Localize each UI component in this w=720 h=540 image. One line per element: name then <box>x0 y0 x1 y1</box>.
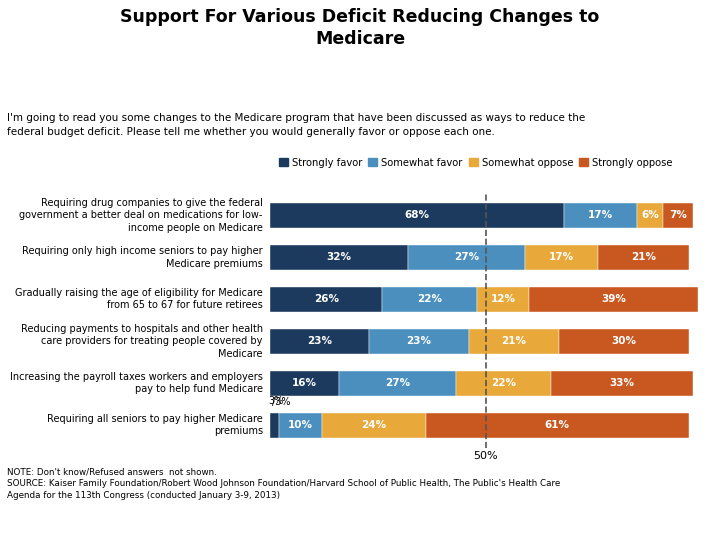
Bar <box>469 329 559 354</box>
Text: 24%: 24% <box>361 420 386 430</box>
Text: 30%: 30% <box>612 336 636 346</box>
Text: /3%: /3% <box>272 397 291 407</box>
Text: 10%: 10% <box>288 420 312 430</box>
Bar <box>270 245 408 270</box>
Text: THE
HENRY J.
KAISER
FAMILY
FOUNDATION: THE HENRY J. KAISER FAMILY FOUNDATION <box>608 491 654 521</box>
Text: Requiring all seniors to pay higher Medicare
premiums: Requiring all seniors to pay higher Medi… <box>47 414 263 436</box>
Text: 32%: 32% <box>327 252 351 262</box>
Text: 23%: 23% <box>307 336 332 346</box>
Text: Increasing the payroll taxes workers and employers
pay to help fund Medicare: Increasing the payroll taxes workers and… <box>10 372 263 394</box>
Bar <box>369 329 469 354</box>
Text: 22%: 22% <box>491 378 516 388</box>
Text: 6%: 6% <box>642 211 659 220</box>
Text: 3%: 3% <box>268 396 283 406</box>
Bar <box>270 413 279 438</box>
Bar <box>564 203 637 228</box>
Text: 23%: 23% <box>407 336 431 346</box>
Text: 17%: 17% <box>588 211 613 220</box>
Bar <box>270 370 339 396</box>
Bar <box>551 370 693 396</box>
Bar <box>408 245 525 270</box>
Text: 12%: 12% <box>491 294 516 304</box>
Bar <box>559 329 689 354</box>
Bar <box>339 370 456 396</box>
Bar <box>663 203 693 228</box>
Text: 39%: 39% <box>601 294 626 304</box>
Bar <box>477 287 529 312</box>
Bar <box>270 329 369 354</box>
Text: Support For Various Deficit Reducing Changes to
Medicare: Support For Various Deficit Reducing Cha… <box>120 8 600 48</box>
Bar <box>637 203 663 228</box>
Bar <box>279 413 322 438</box>
Bar <box>382 287 477 312</box>
Bar <box>456 370 551 396</box>
Text: 68%: 68% <box>405 211 429 220</box>
Bar <box>525 245 598 270</box>
Text: Gradually raising the age of eligibility for Medicare
from 65 to 67 for future r: Gradually raising the age of eligibility… <box>15 288 263 310</box>
Text: Requiring only high income seniors to pay higher
Medicare premiums: Requiring only high income seniors to pa… <box>22 246 263 268</box>
Text: 27%: 27% <box>454 252 479 262</box>
Text: 17%: 17% <box>549 252 574 262</box>
Text: 21%: 21% <box>631 252 656 262</box>
Bar <box>529 287 698 312</box>
Text: 21%: 21% <box>502 336 526 346</box>
Text: I'm going to read you some changes to the Medicare program that have been discus: I'm going to read you some changes to th… <box>7 113 585 137</box>
Bar <box>426 413 689 438</box>
Text: NOTE: Don't know/Refused answers  not shown.
SOURCE: Kaiser Family Foundation/Ro: NOTE: Don't know/Refused answers not sho… <box>7 467 560 500</box>
Text: 26%: 26% <box>314 294 338 304</box>
Bar <box>270 287 382 312</box>
Text: 33%: 33% <box>610 378 634 388</box>
Text: 50%: 50% <box>474 451 498 461</box>
Text: 61%: 61% <box>545 420 570 430</box>
Legend: Strongly favor, Somewhat favor, Somewhat oppose, Strongly oppose: Strongly favor, Somewhat favor, Somewhat… <box>275 153 677 172</box>
Text: Requiring drug companies to give the federal
government a better deal on medicat: Requiring drug companies to give the fed… <box>19 198 263 233</box>
Text: 16%: 16% <box>292 378 317 388</box>
Text: 27%: 27% <box>385 378 410 388</box>
Bar <box>598 245 689 270</box>
Text: 22%: 22% <box>418 294 442 304</box>
Bar <box>270 203 564 228</box>
Bar <box>322 413 426 438</box>
Text: Reducing payments to hospitals and other health
care providers for treating peop: Reducing payments to hospitals and other… <box>21 324 263 359</box>
Text: 7%: 7% <box>670 211 687 220</box>
